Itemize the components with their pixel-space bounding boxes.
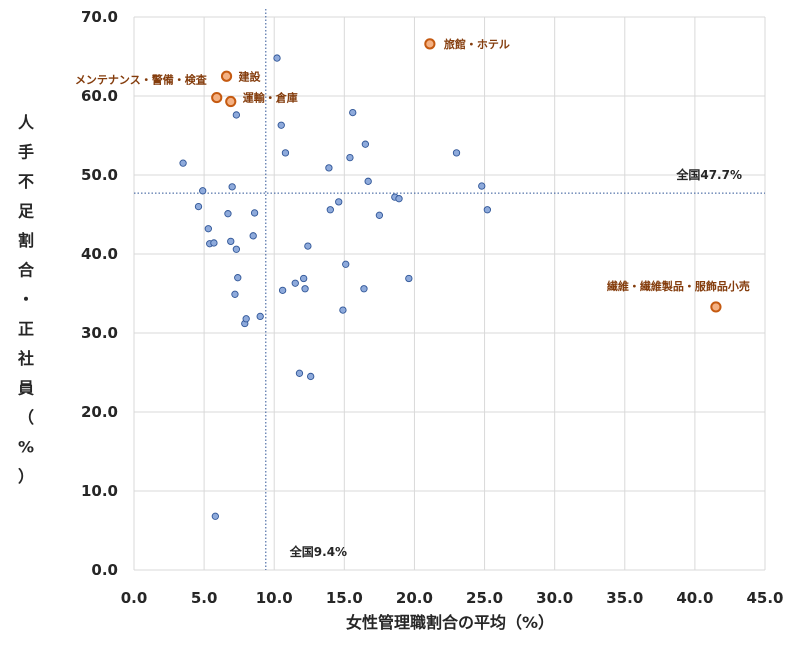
- data-point: [232, 245, 241, 253]
- y-axis-title-char: 手: [18, 143, 34, 162]
- y-axis-title-char: 不: [18, 172, 34, 191]
- data-point: [277, 121, 285, 129]
- grid-lines: [133, 16, 766, 571]
- data-point: [360, 285, 368, 293]
- highlight-label: メンテナンス・警備・検査: [75, 73, 207, 87]
- x-tick-label: 10.0: [256, 589, 293, 607]
- data-point: [342, 260, 350, 268]
- data-point: [307, 372, 315, 381]
- y-axis-title-char: 割: [18, 231, 34, 250]
- y-tick-label: 30.0: [81, 324, 118, 342]
- y-axis-title-char: 社: [17, 349, 34, 368]
- y-axis-ticks: 0.0 10.0 20.0 30.0 40.0 50.0 60.0 70.0: [81, 8, 118, 579]
- x-axis-title: 女性管理職割合の平均（%）: [346, 613, 554, 632]
- y-axis-title-char: ）: [18, 467, 34, 486]
- highlight-label: 旅館・ホテル: [444, 37, 510, 51]
- data-point: [295, 369, 304, 377]
- data-point: [325, 164, 333, 172]
- data-point: [249, 232, 257, 240]
- highlight-point: [710, 301, 722, 313]
- data-point: [210, 239, 218, 247]
- data-point: [278, 286, 287, 294]
- data-point: [300, 274, 308, 283]
- data-point: [234, 274, 242, 282]
- y-tick-label: 60.0: [81, 87, 118, 105]
- national-average-x-label: 全国9.4%: [289, 544, 347, 559]
- y-axis-title-char: 正: [18, 320, 34, 339]
- data-point: [273, 54, 281, 62]
- data-point: [478, 182, 486, 190]
- y-tick-label: 50.0: [81, 166, 118, 184]
- data-point: [211, 512, 219, 520]
- data-point: [227, 237, 235, 246]
- data-point: [349, 108, 357, 117]
- y-axis-title-char: %: [18, 438, 34, 457]
- highlight-point: [225, 95, 237, 108]
- data-point: [231, 290, 239, 298]
- x-tick-label: 20.0: [396, 589, 433, 607]
- data-points: [179, 54, 492, 520]
- x-tick-label: 40.0: [676, 589, 713, 607]
- y-tick-label: 40.0: [81, 245, 118, 263]
- data-point: [346, 153, 354, 162]
- data-point: [375, 211, 384, 219]
- data-point: [361, 140, 370, 148]
- data-point: [228, 183, 236, 191]
- data-point: [326, 206, 334, 214]
- x-tick-label: 45.0: [746, 589, 783, 607]
- data-point: [483, 206, 492, 214]
- x-tick-label: 0.0: [121, 589, 148, 607]
- y-axis-title-char: （: [18, 408, 34, 427]
- highlight-label: 繊維・繊維製品・服飾品小売: [607, 279, 750, 293]
- y-tick-label: 0.0: [91, 561, 118, 579]
- data-point: [224, 210, 232, 218]
- data-point: [395, 195, 403, 203]
- data-point: [250, 209, 259, 217]
- x-tick-label: 35.0: [606, 589, 643, 607]
- data-point: [304, 242, 312, 250]
- data-point: [452, 149, 461, 157]
- y-tick-label: 10.0: [81, 482, 118, 500]
- data-point: [364, 177, 372, 185]
- y-axis-title-char: 足: [18, 202, 35, 221]
- data-point: [335, 198, 343, 206]
- data-point: [339, 306, 347, 314]
- data-point: [194, 202, 203, 211]
- x-axis-ticks: 0.0 5.0 10.0 15.0 20.0 25.0 30.0 35.0 40.0 45.0: [121, 589, 784, 607]
- y-axis-title-char: 人: [18, 113, 35, 132]
- national-average-y-label: 全国47.7%: [675, 167, 742, 182]
- highlight-label: 運輸・倉庫: [243, 91, 298, 105]
- x-tick-label: 25.0: [466, 589, 503, 607]
- data-point: [199, 187, 207, 195]
- highlight-label: 建設: [239, 69, 262, 83]
- y-axis-title-char: 員: [17, 379, 34, 398]
- data-point: [242, 315, 250, 323]
- y-tick-label: 20.0: [81, 403, 118, 421]
- y-axis-title-char: 合: [18, 261, 35, 280]
- highlight-point: [220, 70, 233, 82]
- highlight-point: [211, 91, 223, 104]
- data-point: [405, 274, 413, 283]
- data-point: [301, 285, 309, 293]
- x-tick-label: 5.0: [191, 589, 218, 607]
- data-point: [179, 159, 187, 167]
- data-point: [204, 225, 212, 233]
- data-point: [256, 312, 264, 321]
- reference-lines: 全国9.4% 全国47.7%: [134, 9, 765, 570]
- highlight-point: [424, 38, 436, 50]
- data-point: [291, 279, 299, 287]
- x-tick-label: 30.0: [536, 589, 573, 607]
- data-point: [232, 111, 241, 119]
- y-axis-title-char: ・: [18, 290, 34, 309]
- data-point: [281, 149, 290, 157]
- x-tick-label: 15.0: [326, 589, 363, 607]
- y-tick-label: 70.0: [81, 8, 118, 26]
